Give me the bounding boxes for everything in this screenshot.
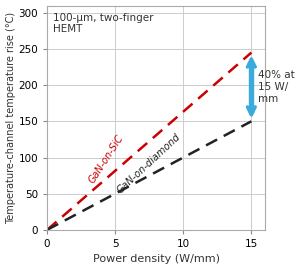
Text: GaN-on-SiC: GaN-on-SiC [86, 133, 125, 185]
Text: GaN-on-diamond: GaN-on-diamond [115, 131, 182, 195]
Bar [249, 61, 254, 113]
X-axis label: Power density (W/mm): Power density (W/mm) [92, 254, 220, 264]
Text: 100-μm, two-finger
HEMT: 100-μm, two-finger HEMT [52, 13, 153, 34]
Y-axis label: Temperature-channel temperature rise (°C): Temperature-channel temperature rise (°C… [6, 12, 16, 224]
Text: 40% at
15 W/
mm: 40% at 15 W/ mm [258, 70, 295, 104]
